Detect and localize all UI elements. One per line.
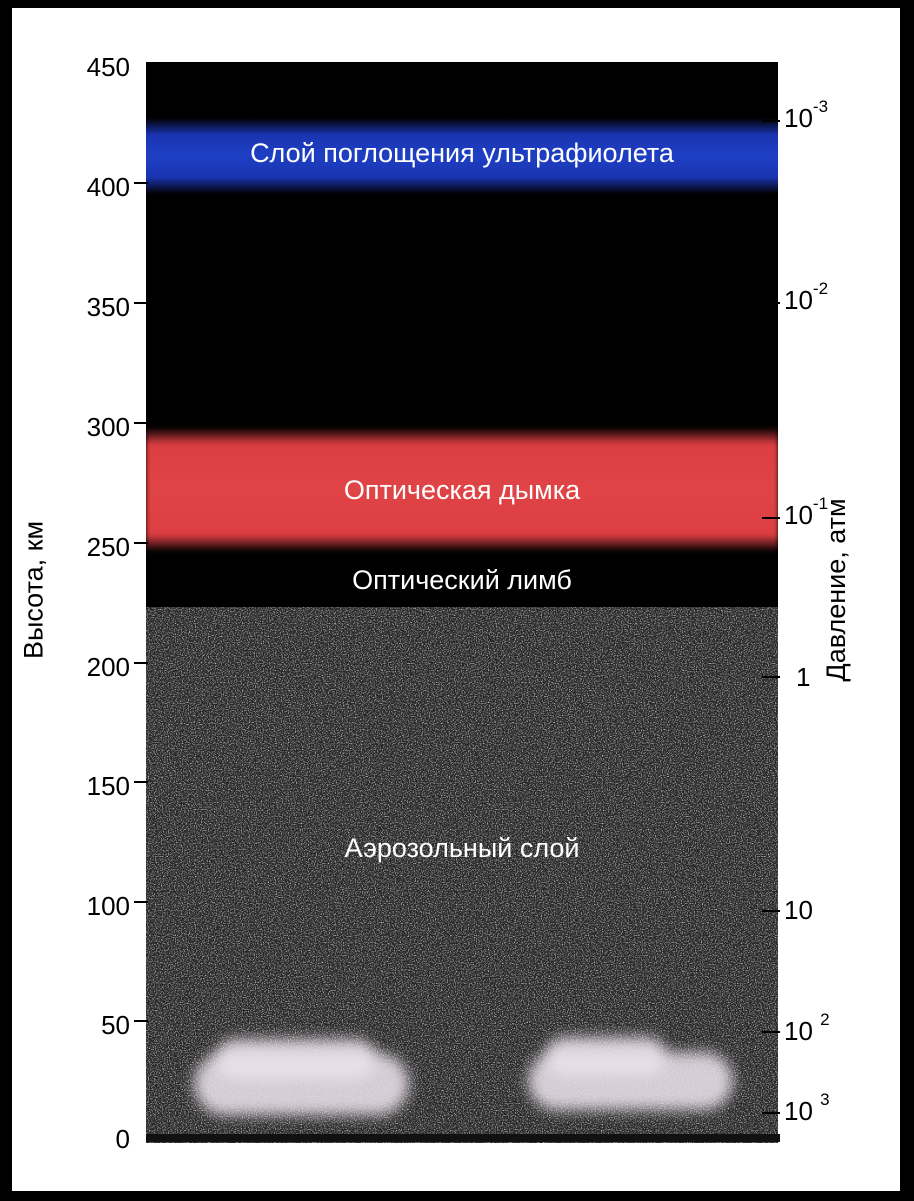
left-tick-mark <box>134 302 148 304</box>
cloud-left-top <box>216 1039 376 1079</box>
right-tick-mark <box>762 910 780 912</box>
right-tick-label: 10 3 <box>784 1090 830 1126</box>
left-tick-mark <box>134 422 148 424</box>
left-tick-label: 400 <box>86 172 130 202</box>
left-tick-mark <box>134 901 148 903</box>
haze-layer-label: Оптическая дымка <box>343 475 581 505</box>
limb-layer-label: Оптический лимб <box>352 565 572 595</box>
left-axis-title: Высота, км <box>18 520 49 660</box>
left-tick-label: 300 <box>86 412 130 442</box>
optical-haze-band <box>146 427 778 552</box>
right-axis-title: Давление, атм <box>820 498 851 682</box>
aerosol-layer-region <box>146 607 778 1143</box>
left-tick-label: 450 <box>86 52 130 82</box>
aerosol-layer-label: Аэрозольный слой <box>344 833 580 863</box>
left-tick-label: 100 <box>86 891 130 921</box>
right-tick-mark <box>762 1031 780 1033</box>
right-tick-mark <box>762 1112 780 1114</box>
left-tick-mark <box>134 182 148 184</box>
right-tick-label: 10 2 <box>784 1010 830 1046</box>
right-tick-label: 1 <box>796 662 811 692</box>
uv-absorption-band <box>146 118 778 194</box>
cloud-right-top <box>546 1037 666 1075</box>
ground-line <box>146 1134 780 1142</box>
right-tick-mark <box>762 302 780 304</box>
right-tick-label: 10-1 <box>784 494 829 530</box>
left-tick-label: 50 <box>101 1010 130 1040</box>
uv-layer-label: Слой поглощения ультрафиолета <box>250 138 674 168</box>
right-tick-label: 10-3 <box>784 97 829 133</box>
right-tick-mark <box>762 120 780 122</box>
right-tick-label: 10-2 <box>784 279 829 315</box>
right-tick-mark <box>762 676 780 678</box>
left-tick-mark <box>134 1020 148 1022</box>
left-tick-label: 200 <box>86 652 130 682</box>
left-tick-label: 250 <box>86 532 130 562</box>
left-tick-label: 150 <box>86 771 130 801</box>
left-tick-label: 350 <box>86 292 130 322</box>
right-tick-label: 10 <box>784 895 813 925</box>
left-tick-mark <box>134 542 148 544</box>
left-tick-label: 0 <box>115 1124 130 1154</box>
atmosphere-diagram: Слой поглощения ультрафиолета Оптическая… <box>146 62 778 1143</box>
right-tick-mark <box>762 517 780 519</box>
left-tick-mark <box>134 662 148 664</box>
left-tick-mark <box>134 781 148 783</box>
